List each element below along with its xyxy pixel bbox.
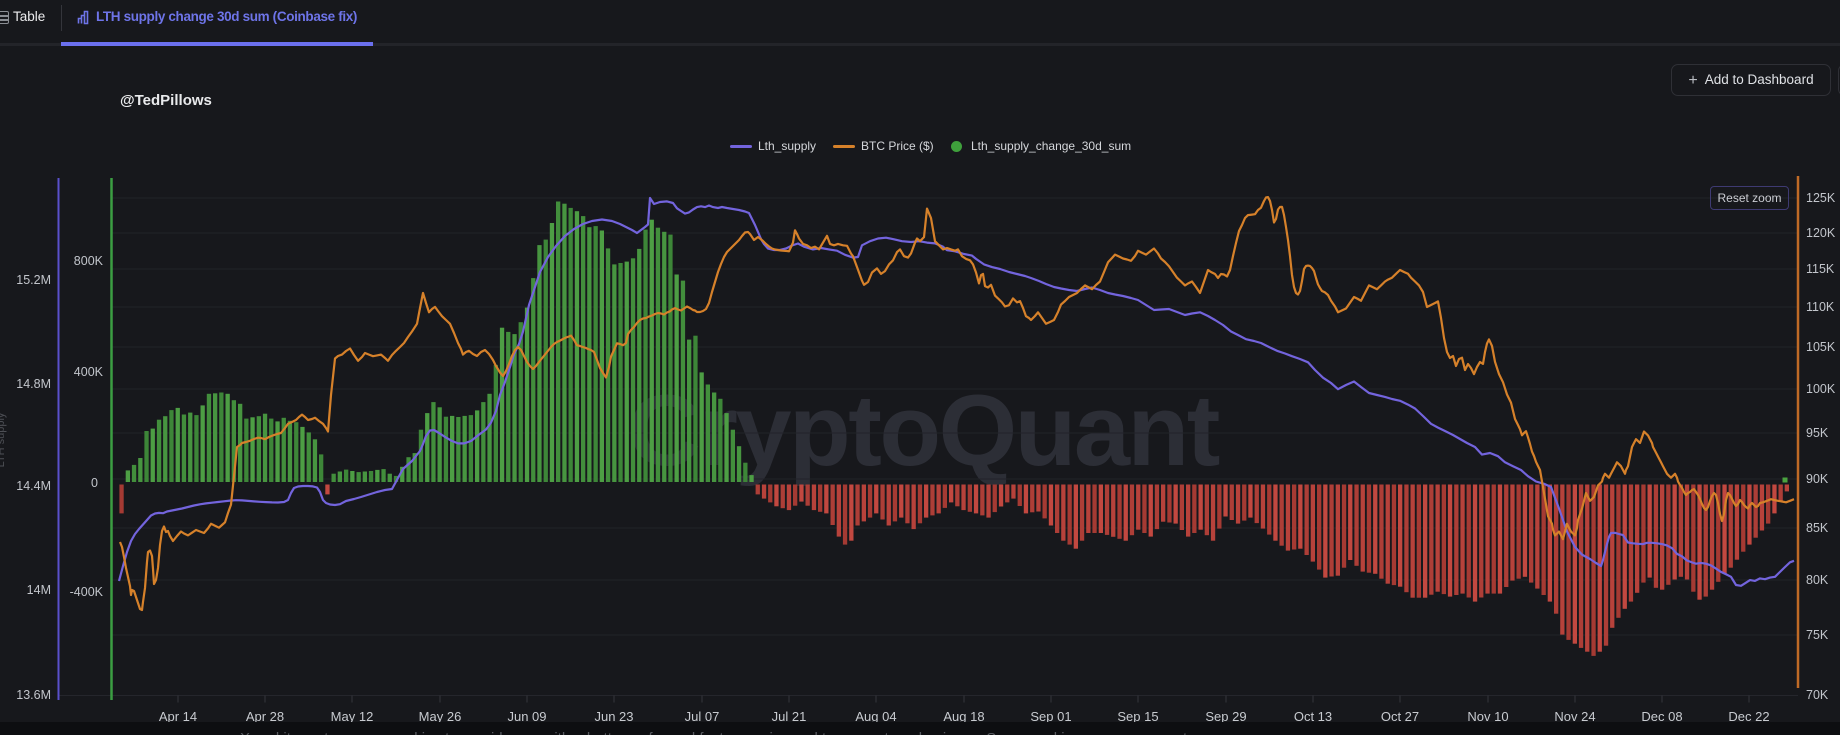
svg-text:100K: 100K bbox=[1806, 382, 1836, 396]
svg-text:LTH supply: LTH supply bbox=[0, 412, 7, 467]
svg-text:400K: 400K bbox=[74, 365, 104, 379]
svg-text:Jun 23: Jun 23 bbox=[594, 709, 633, 724]
svg-text:105K: 105K bbox=[1806, 340, 1836, 354]
svg-text:Dec 22: Dec 22 bbox=[1728, 709, 1769, 724]
svg-text:Nov 24: Nov 24 bbox=[1554, 709, 1595, 724]
svg-text:15.2M: 15.2M bbox=[16, 273, 51, 287]
svg-text:Jul 07: Jul 07 bbox=[685, 709, 720, 724]
svg-text:Apr 28: Apr 28 bbox=[246, 709, 284, 724]
svg-text:75K: 75K bbox=[1806, 628, 1829, 642]
svg-text:Oct 27: Oct 27 bbox=[1381, 709, 1419, 724]
svg-text:Jun 09: Jun 09 bbox=[507, 709, 546, 724]
svg-text:Apr 14: Apr 14 bbox=[159, 709, 197, 724]
svg-text:120K: 120K bbox=[1806, 226, 1836, 240]
svg-text:110K: 110K bbox=[1806, 300, 1835, 314]
svg-text:May 12: May 12 bbox=[331, 709, 374, 724]
svg-text:14.4M: 14.4M bbox=[16, 479, 51, 493]
svg-text:Sep 15: Sep 15 bbox=[1117, 709, 1158, 724]
svg-text:13.6M: 13.6M bbox=[16, 688, 51, 702]
svg-text:Aug 18: Aug 18 bbox=[943, 709, 984, 724]
svg-text:800K: 800K bbox=[74, 254, 104, 268]
svg-text:Oct 13: Oct 13 bbox=[1294, 709, 1332, 724]
svg-text:CryptoQuant: CryptoQuant bbox=[628, 375, 1220, 487]
svg-text:14.8M: 14.8M bbox=[16, 377, 51, 391]
svg-text:125K: 125K bbox=[1806, 191, 1836, 205]
svg-text:Sep 01: Sep 01 bbox=[1030, 709, 1071, 724]
svg-text:Dec 08: Dec 08 bbox=[1641, 709, 1682, 724]
svg-text:95K: 95K bbox=[1806, 426, 1829, 440]
svg-text:85K: 85K bbox=[1806, 521, 1829, 535]
svg-text:0: 0 bbox=[91, 476, 98, 490]
svg-text:90K: 90K bbox=[1806, 472, 1829, 486]
svg-text:Jul 21: Jul 21 bbox=[772, 709, 807, 724]
svg-text:-400K: -400K bbox=[70, 585, 104, 599]
svg-text:14M: 14M bbox=[27, 583, 51, 597]
svg-text:115K: 115K bbox=[1806, 262, 1835, 276]
svg-text:Aug 04: Aug 04 bbox=[855, 709, 896, 724]
svg-text:Nov 10: Nov 10 bbox=[1467, 709, 1508, 724]
svg-text:May 26: May 26 bbox=[419, 709, 462, 724]
svg-text:80K: 80K bbox=[1806, 573, 1829, 587]
svg-text:70K: 70K bbox=[1806, 688, 1829, 702]
svg-text:Sep 29: Sep 29 bbox=[1205, 709, 1246, 724]
